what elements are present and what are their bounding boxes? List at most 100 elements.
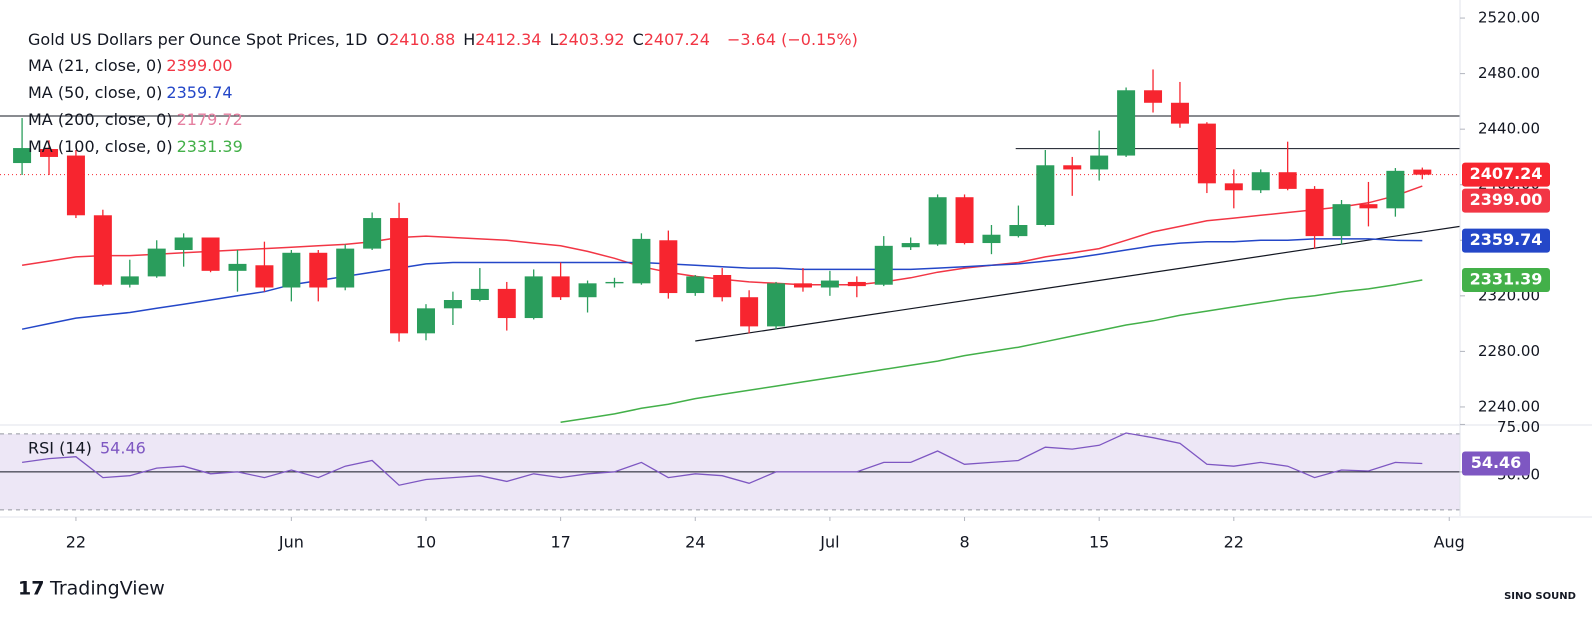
candle-body: [282, 252, 301, 288]
price-badge: [1462, 228, 1550, 253]
candle-body: [201, 237, 220, 271]
legend-row: MA (50, close, 0) 2359.74: [28, 83, 237, 102]
legend-row: MA (200, close, 0) 2179.72: [28, 110, 247, 129]
candle-body: [1090, 155, 1109, 170]
x-tick-label: Jun: [278, 533, 304, 552]
footer-brand: TradingView: [49, 578, 165, 600]
change: −3.64 (−0.15%): [727, 30, 858, 49]
candle-body: [847, 281, 866, 287]
price-badge-label: 2331.39: [1470, 270, 1543, 289]
x-tick-label: 17: [550, 533, 570, 552]
price-badge-label: 2399.00: [1470, 190, 1543, 209]
candle-body: [955, 197, 974, 244]
candle-body: [1386, 170, 1405, 209]
legend-value: 2359.74: [166, 83, 233, 102]
candle-body: [820, 280, 839, 288]
price-badge: [1462, 188, 1550, 213]
x-tick-label: 24: [685, 533, 705, 552]
candle-body: [470, 288, 489, 300]
candle-body: [605, 281, 624, 284]
candle-body: [336, 248, 355, 288]
legend-value: 2331.39: [176, 137, 243, 156]
candle-body: [767, 283, 786, 327]
candle-body: [740, 297, 759, 327]
rsi-line: [22, 432, 1423, 486]
ohlc-letter: C: [632, 30, 644, 49]
price-pane: [0, 69, 1460, 423]
y-tick-label: 2280.00: [1478, 342, 1540, 360]
candle-body: [1305, 188, 1324, 237]
candle-body: [1117, 90, 1136, 156]
price-badge: [1462, 162, 1550, 187]
candle-body: [1251, 172, 1270, 191]
legend-name: MA (50, close, 0): [28, 83, 163, 102]
candle-body: [147, 248, 166, 277]
x-tick-label: 15: [1089, 533, 1109, 552]
rsi-pane: RSI (14) 54.46: [0, 432, 1460, 511]
candle-body: [13, 148, 32, 164]
y-tick-label: 2240.00: [1478, 397, 1540, 415]
candle-body: [1170, 102, 1189, 124]
x-tick-label: 22: [66, 533, 86, 552]
candle-body: [93, 215, 112, 285]
legend-row: MA (21, close, 0) 2399.00: [28, 56, 237, 75]
candle-body: [551, 276, 570, 298]
footer-logo: 17: [18, 578, 44, 600]
ohlc-value: 2403.92: [558, 30, 625, 49]
rsi-badge-label: 54.46: [1471, 453, 1522, 472]
candle-body: [309, 252, 328, 288]
ohlc-letter: L: [549, 30, 559, 49]
legend-value: 2179.72: [176, 110, 243, 129]
header: Gold US Dollars per Ounce Spot Prices, 1…: [28, 30, 862, 49]
candle-body: [66, 155, 85, 216]
candle-body: [416, 308, 435, 334]
candle-body: [228, 263, 247, 271]
y-tick-label: 2480.00: [1478, 64, 1540, 82]
price-badge: [1462, 268, 1550, 293]
candle-body: [1036, 165, 1055, 225]
ohlc-value: 2410.88: [389, 30, 456, 49]
candle-body: [659, 240, 678, 294]
x-tick-label: Jul: [819, 533, 839, 552]
x-tick-label: Aug: [1434, 533, 1465, 552]
legend-row: MA (100, close, 0) 2331.39: [28, 137, 247, 156]
x-tick-label: 22: [1224, 533, 1244, 552]
candle-body: [40, 149, 59, 157]
legend-name: MA (100, close, 0): [28, 137, 173, 156]
candle-body: [901, 243, 920, 248]
candle-body: [793, 283, 812, 288]
candle-body: [363, 218, 382, 249]
ohlc-value: 2412.34: [475, 30, 542, 49]
candle-body: [443, 300, 462, 309]
y-tick-label: 2440.00: [1478, 120, 1540, 138]
price-badge-label: 2407.24: [1470, 164, 1543, 183]
candle-body: [174, 237, 193, 250]
title: Gold US Dollars per Ounce Spot Prices, 1…: [28, 30, 368, 49]
candle-body: [686, 276, 705, 294]
candle-body: [497, 288, 516, 319]
axes: 2240.002280.002320.002360.002400.002440.…: [0, 0, 1592, 552]
rsi-tick-label: 75.00: [1497, 418, 1540, 436]
candle-body: [713, 275, 732, 298]
x-tick-label: 8: [959, 533, 969, 552]
ohlc-letter: H: [463, 30, 476, 49]
candle-body: [1278, 172, 1297, 189]
ohlc-value: 2407.24: [643, 30, 710, 49]
candle-body: [982, 234, 1001, 244]
candle-body: [1063, 165, 1082, 170]
trendline: [695, 225, 1460, 342]
candle-body: [874, 245, 893, 285]
watermark: SINO SOUND: [1504, 591, 1576, 602]
candle-body: [578, 283, 597, 298]
candle-body: [1413, 169, 1432, 175]
candle-body: [1359, 204, 1378, 209]
y-tick-label: 2520.00: [1478, 9, 1540, 27]
ma-line: [21, 238, 1423, 330]
legend-name: MA (21, close, 0): [28, 56, 163, 75]
candle-body: [255, 265, 274, 288]
candle-body: [524, 276, 543, 319]
candle-body: [632, 238, 651, 284]
price-badge-label: 2359.74: [1470, 230, 1543, 249]
